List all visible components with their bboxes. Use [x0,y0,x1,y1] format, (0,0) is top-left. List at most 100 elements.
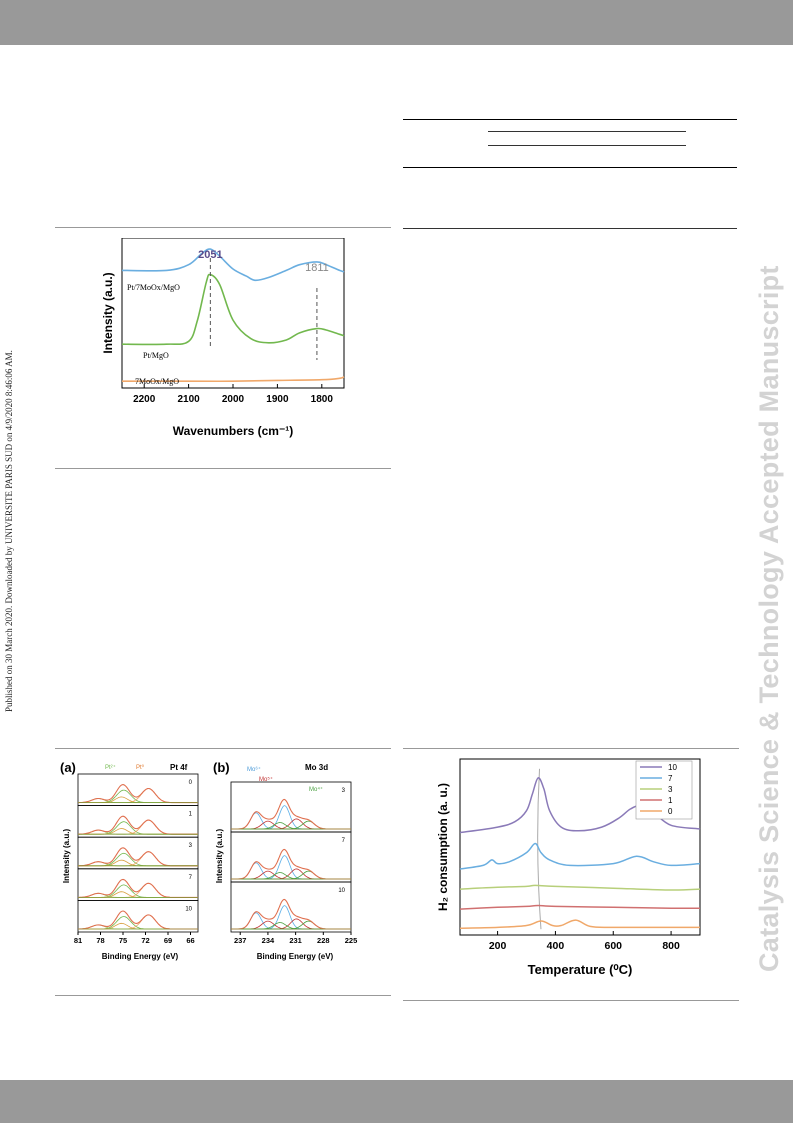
publication-note: Published on 30 March 2020. Downloaded b… [4,350,14,712]
x-tick-label: 228 [317,936,330,945]
legend-label: 7 [668,774,673,783]
x-tick-label: 800 [662,940,680,952]
ir-spectra-chart: 2051 1811 2200 2100 2000 1900 1800 Pt/7MoOx/… [101,238,345,438]
peak-label-1811: 1811 [305,262,329,274]
x-axis-label: Binding Energy (eV) [102,952,179,961]
peak-label-pt2: Pt²⁺ [105,764,116,771]
panel-title: Pt 4f [170,763,188,772]
spectrum-label: 10 [338,888,345,894]
y-axis-label: H₂ consumption (a. u.) [436,783,450,911]
x-axis-label: Binding Energy (eV) [257,952,334,961]
series-label: Pt/MgO [143,351,169,360]
panel-label-a: (a) [60,760,76,775]
footer-bar [0,1080,793,1123]
xps-subpanel [230,831,352,883]
x-tick-label: 69 [164,936,172,945]
figure-rule [55,227,391,228]
fit-component [231,812,351,830]
spectrum-label: 1 [189,812,193,818]
ir-series-line [122,376,345,383]
table-bottom-rule [403,228,737,229]
xps-subpanel [230,781,352,833]
x-tick-label: 225 [345,936,358,945]
figure-rule [403,1000,739,1001]
spectrum-label: 0 [189,780,193,786]
legend-label: 1 [668,796,673,805]
fit-envelope [77,910,198,930]
x-axis-label: Wavenumbers (cm⁻¹) [173,424,294,438]
x-tick-label: 1800 [311,394,334,405]
spectrum-label: 7 [342,838,346,844]
x-tick-label: 81 [74,936,82,945]
figure-rule [55,468,391,469]
ir-series-line [121,248,345,282]
figure-rule [55,748,391,749]
legend-label: 3 [668,785,673,794]
fit-component [230,872,351,880]
x-tick-label: 66 [186,936,194,945]
x-tick-label: 78 [96,936,104,945]
plot-frame [121,238,345,389]
x-tick-label: 600 [604,940,622,952]
fit-component [78,914,198,930]
xps-subpanel [230,881,352,933]
y-axis-label: Intensity (a.u.) [62,829,71,884]
x-tick-label: 75 [119,936,127,945]
fit-envelope [231,798,351,830]
header-bar [0,0,793,45]
legend-label: 10 [668,763,677,772]
fit-component [231,822,351,830]
x-tick-label: 231 [289,936,302,945]
xps-pt4f-chart: (a) Pt 4f 0 1 3 7 10 Pt²⁺ Pt⁰ 81 78 75 72 69 66 B… [60,760,199,961]
ir-series-line [121,273,345,346]
fit-component [231,805,351,830]
x-tick-label: 234 [262,936,275,945]
tpr-series-line [459,884,701,891]
table-top-rule [403,119,737,120]
fit-envelope [231,898,351,930]
tpr-series-line [459,919,700,930]
y-axis-label: Intensity (a.u.) [101,272,115,353]
spectrum-label: 3 [189,843,193,849]
x-tick-label: 2100 [177,394,200,405]
fit-component [230,855,351,880]
table-mid-rule [403,167,737,168]
series-label: Pt/7MoOx/MgO [127,283,180,292]
figure-rule [55,995,391,996]
xps-subpanel [77,899,199,933]
x-tick-label: 237 [234,936,247,945]
peak-shift-guide [537,768,542,930]
fit-component [78,788,198,803]
legend-label: 0 [668,807,673,816]
peak-label-mo4: Mo⁴⁺ [309,786,323,793]
fit-component [230,862,351,880]
peak-label-pt0: Pt⁰ [136,764,145,771]
fit-component [231,922,351,930]
series-label: 7MoOx/MgO [135,377,179,386]
peak-label-mo5: Mo⁵⁺ [259,776,273,783]
fit-envelope [77,847,198,867]
x-tick-label: 1900 [266,394,289,405]
plot-frame [459,758,701,936]
panel-title: Mo 3d [305,763,328,772]
fit-envelope [77,784,198,804]
fit-envelope [77,815,198,835]
table-sub-rule [488,131,686,132]
journal-watermark: Catalysis Science & Technology Accepted … [754,265,784,972]
fit-envelope [77,878,198,898]
xps-mo3d-chart: (b) Mo 3d 3 7 10 Mo⁶⁺ Mo⁵⁺ Mo⁴⁺ 237 234 231 2… [213,760,358,961]
legend-box [635,760,693,820]
fit-component [78,851,198,867]
x-tick-label: 2200 [133,394,156,405]
fit-component [77,882,198,898]
peak-label-mo6: Mo⁶⁺ [247,766,261,773]
fit-component [231,905,351,930]
fit-component [78,819,198,835]
x-axis-label: Temperature (⁰C) [528,962,633,977]
tpr-series-line [459,904,701,910]
x-tick-label: 200 [489,940,507,952]
spectrum-label: 10 [185,906,192,912]
fit-envelope [230,848,351,880]
fit-component [231,912,351,930]
